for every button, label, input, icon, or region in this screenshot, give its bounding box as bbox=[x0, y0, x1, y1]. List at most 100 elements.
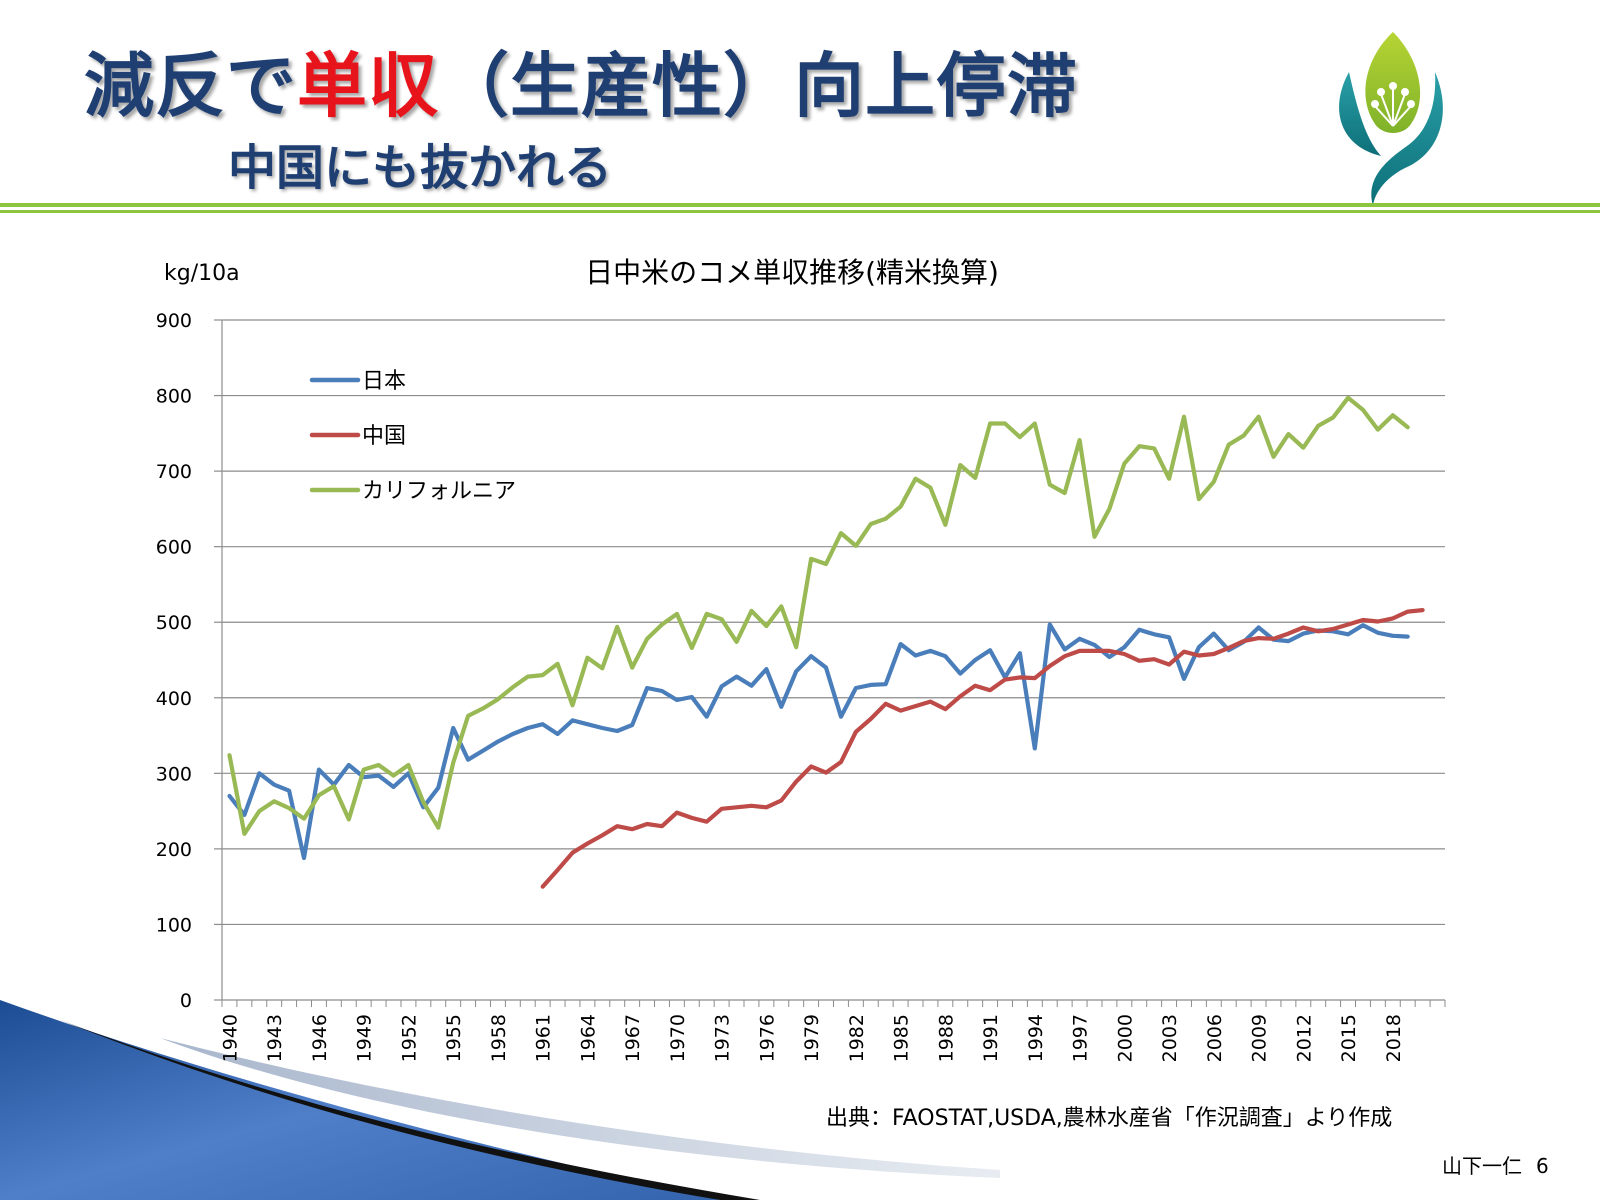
chart-title: 日中米のコメ単収推移(精米換算) bbox=[585, 256, 999, 289]
data-point bbox=[959, 695, 962, 698]
data-point bbox=[541, 885, 544, 888]
data-point bbox=[869, 684, 872, 686]
data-point bbox=[467, 715, 469, 717]
data-point bbox=[347, 764, 350, 766]
data-point bbox=[1362, 624, 1364, 627]
data-point bbox=[1123, 653, 1126, 655]
x-tick-label: 2018 bbox=[1383, 1014, 1405, 1062]
data-point bbox=[541, 723, 544, 726]
data-point bbox=[377, 764, 380, 766]
data-point bbox=[646, 687, 648, 689]
data-point bbox=[1048, 665, 1051, 667]
data-point bbox=[1406, 635, 1409, 638]
data-point bbox=[914, 477, 917, 480]
data-point bbox=[422, 801, 425, 803]
data-point bbox=[1227, 647, 1230, 649]
slide-subtitle: 中国にも抜かれる bbox=[228, 140, 613, 196]
series-line-2 bbox=[227, 395, 1410, 836]
data-point bbox=[497, 740, 499, 743]
data-point bbox=[691, 696, 693, 698]
data-point bbox=[526, 675, 529, 678]
data-point bbox=[616, 825, 619, 828]
data-point bbox=[1034, 677, 1036, 679]
data-point bbox=[1198, 646, 1200, 648]
x-tick-label: 1967 bbox=[622, 1014, 644, 1062]
data-point bbox=[795, 670, 798, 673]
title-part2: （生産性）向上停滞 bbox=[439, 45, 1078, 127]
data-point bbox=[646, 823, 648, 825]
data-point bbox=[1048, 623, 1051, 626]
data-point bbox=[1362, 619, 1364, 621]
series-line-0 bbox=[227, 622, 1410, 861]
data-point bbox=[1347, 633, 1349, 636]
legend-label: 中国 bbox=[362, 424, 406, 449]
data-point bbox=[1138, 628, 1141, 631]
data-point bbox=[1019, 436, 1021, 438]
data-point bbox=[1302, 632, 1305, 635]
data-point bbox=[1198, 498, 1200, 500]
leaf-logo bbox=[1339, 32, 1443, 206]
data-point bbox=[1063, 492, 1066, 494]
data-point bbox=[273, 783, 276, 786]
data-point bbox=[944, 708, 947, 710]
corner-swoosh-decoration bbox=[0, 1000, 1000, 1200]
axes: 0 100 200 300 400 500 600 700 800 900 1940 1943 1946… bbox=[156, 310, 1446, 1062]
data-point bbox=[929, 650, 932, 652]
data-point bbox=[318, 768, 320, 771]
data-point bbox=[1421, 609, 1424, 611]
data-point bbox=[840, 532, 842, 534]
data-point bbox=[1123, 462, 1126, 465]
data-point bbox=[1183, 415, 1185, 418]
series-lines bbox=[227, 395, 1425, 889]
data-point bbox=[303, 817, 305, 820]
data-point bbox=[720, 685, 723, 688]
data-point bbox=[944, 523, 947, 526]
x-tick-label: 1958 bbox=[488, 1014, 510, 1062]
data-point bbox=[1406, 426, 1409, 429]
data-point bbox=[467, 758, 469, 761]
data-point bbox=[855, 687, 857, 689]
data-point bbox=[571, 851, 574, 854]
data-point bbox=[318, 794, 320, 797]
x-tick-label: 2006 bbox=[1204, 1014, 1226, 1062]
data-point bbox=[1138, 659, 1141, 662]
x-tick-label: 1952 bbox=[398, 1014, 420, 1062]
data-point bbox=[526, 727, 529, 729]
data-point bbox=[1347, 397, 1349, 399]
data-point bbox=[571, 704, 574, 707]
x-tick-label: 1976 bbox=[756, 1014, 778, 1062]
data-point bbox=[1108, 508, 1111, 510]
x-tick-label: 2000 bbox=[1114, 1014, 1136, 1062]
data-point bbox=[705, 613, 708, 615]
x-tick-label: 1994 bbox=[1025, 1014, 1047, 1062]
yield-line-chart: 日中米のコメ単収推移(精米換算) kg/10a 0 100 200 300 400 500… bbox=[156, 256, 1446, 1062]
data-point bbox=[1093, 644, 1096, 646]
data-point bbox=[303, 857, 305, 859]
data-point bbox=[855, 730, 857, 733]
y-tick-label: 0 bbox=[180, 990, 192, 1012]
x-tick-label: 1940 bbox=[219, 1014, 241, 1062]
data-point bbox=[1302, 446, 1305, 449]
data-point bbox=[333, 785, 335, 787]
data-point bbox=[616, 730, 619, 732]
data-point bbox=[497, 698, 499, 701]
data-point bbox=[1048, 483, 1051, 486]
data-point bbox=[1078, 439, 1081, 441]
y-tick-label: 200 bbox=[156, 839, 192, 861]
data-point bbox=[1272, 638, 1275, 640]
data-point bbox=[1213, 632, 1215, 635]
y-tick-label: 500 bbox=[156, 612, 192, 634]
series-line-1 bbox=[540, 608, 1425, 889]
data-point bbox=[228, 754, 231, 756]
data-point bbox=[720, 808, 723, 810]
data-point bbox=[1108, 650, 1111, 652]
data-point bbox=[1153, 658, 1155, 661]
legend-label: 日本 bbox=[362, 369, 406, 394]
data-point bbox=[869, 523, 872, 525]
data-point bbox=[1198, 654, 1200, 657]
x-tick-label: 1979 bbox=[801, 1014, 823, 1062]
data-point bbox=[765, 625, 768, 627]
data-point bbox=[556, 662, 559, 665]
x-tick-label: 1943 bbox=[264, 1014, 286, 1062]
data-point bbox=[288, 789, 290, 792]
